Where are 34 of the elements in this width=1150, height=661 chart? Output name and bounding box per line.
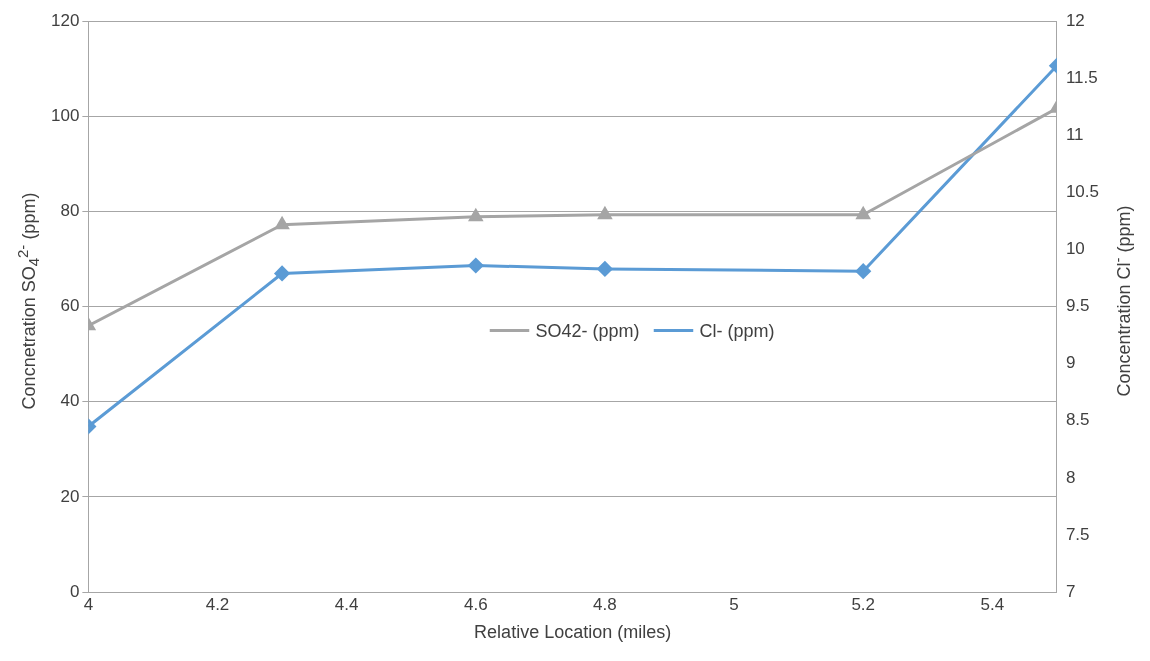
point (597, 261, 613, 277)
y-tick-label: 20 (60, 486, 80, 506)
y2-tick-label: 12 (1065, 10, 1085, 30)
y-tick-label: 60 (60, 296, 80, 316)
point (469, 209, 483, 222)
y-tick-label: 120 (50, 10, 80, 30)
y2-tick-label: 11.5 (1065, 67, 1098, 87)
y2-tick-label: 8 (1065, 467, 1076, 487)
y2-tick-label: 9 (1065, 353, 1076, 373)
x-tick-label: 4.4 (334, 594, 359, 614)
x-tick-label: 4.2 (205, 594, 230, 614)
x-tick-label: 5.2 (851, 594, 876, 614)
y-tick-label: 80 (60, 201, 80, 221)
x-tick-label: 4 (83, 594, 94, 614)
point (468, 258, 484, 273)
y2-tick-label: 7 (1065, 581, 1076, 601)
x-tick-label: 5.4 (980, 594, 1005, 614)
y2-tick-label: 10 (1065, 239, 1085, 259)
y-tick-label: 0 (69, 581, 80, 601)
y2-tick-label: 9.5 (1065, 296, 1090, 316)
y-tick-label: 40 (60, 391, 80, 411)
point (856, 207, 870, 220)
y2-tick-label: 7.5 (1065, 524, 1090, 544)
x-tick-label: 4.8 (593, 594, 617, 614)
y2-tick-label: 10.5 (1065, 182, 1100, 202)
legend-label: SO42- (ppm) (535, 320, 640, 341)
point (598, 207, 612, 220)
y2-tick-label: 11 (1065, 125, 1084, 145)
legend-label: Cl- (ppm) (699, 320, 775, 341)
x-tick-label: 4.6 (463, 594, 488, 614)
x-axis-title: Relative Location (miles) (474, 622, 672, 643)
y-tick-label: 100 (50, 106, 80, 126)
x-tick-label: 5 (729, 594, 739, 614)
y2-tick-label: 8.5 (1065, 410, 1090, 430)
